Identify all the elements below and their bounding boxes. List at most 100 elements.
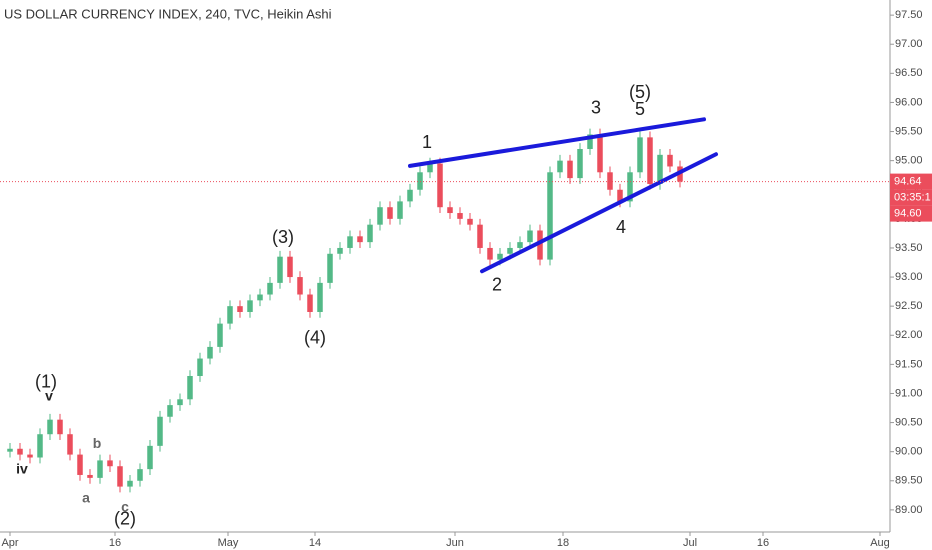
candle-body — [107, 460, 113, 467]
x-tick-label: May — [218, 537, 239, 549]
countdown: 03:35:1 — [894, 192, 931, 204]
x-tick-label: 16 — [109, 537, 121, 549]
candle-body — [47, 419, 53, 435]
candle-body — [127, 480, 133, 487]
wave-label: 1 — [422, 132, 432, 152]
x-tick-label: 16 — [757, 537, 769, 549]
candle-body — [267, 282, 273, 295]
candle-body — [617, 189, 623, 202]
candle-body — [367, 224, 373, 243]
y-tick-label: 95.00 — [895, 155, 923, 167]
wave-label: (3) — [272, 227, 294, 247]
candle-body — [407, 189, 413, 202]
price-tag-bg — [890, 205, 932, 222]
y-tick-label: 96.00 — [895, 96, 923, 108]
candle-body — [357, 236, 363, 243]
candle-body — [287, 256, 293, 278]
candle-body — [37, 434, 43, 458]
wave-label: v — [45, 388, 53, 404]
wave-label: 2 — [492, 275, 502, 295]
candle-body — [227, 306, 233, 324]
candle-body — [397, 201, 403, 219]
candle-body — [27, 454, 33, 458]
wave-label: b — [93, 435, 102, 451]
candle-body — [147, 445, 153, 470]
candle-body — [587, 134, 593, 150]
candle-body — [487, 247, 493, 260]
candle-body — [557, 160, 563, 173]
candle-body — [57, 419, 63, 435]
y-tick-label: 90.50 — [895, 416, 923, 428]
x-tick-label: Jul — [683, 537, 697, 549]
candle-body — [317, 282, 323, 312]
candle-body — [637, 137, 643, 173]
candle-body — [87, 474, 93, 478]
wave-label: c — [121, 498, 129, 514]
candle-body — [507, 247, 513, 254]
price-tag: 94.64 — [894, 176, 922, 188]
candle-body — [337, 247, 343, 254]
countdown-bg — [890, 189, 932, 206]
candle-body — [597, 134, 603, 173]
candle-body — [417, 172, 423, 190]
y-tick-label: 89.50 — [895, 475, 923, 487]
wave-label: a — [82, 490, 90, 506]
candle-body — [467, 218, 473, 225]
candle-body — [497, 253, 503, 260]
candle-body — [97, 460, 103, 478]
wave-label: (1) — [35, 372, 57, 392]
candle-body — [457, 213, 463, 219]
candle-body — [327, 253, 333, 283]
y-tick-label: 97.50 — [895, 9, 923, 21]
wave-label: (5) — [629, 82, 651, 102]
wave-label: (4) — [304, 328, 326, 348]
candle-body — [427, 163, 433, 173]
chart-title: US DOLLAR CURRENCY INDEX, 240, TVC, Heik… — [4, 6, 332, 21]
y-tick-label: 91.00 — [895, 387, 923, 399]
candle-body — [477, 224, 483, 248]
candle-body — [197, 358, 203, 377]
trend-line — [480, 152, 718, 274]
candle-body — [217, 323, 223, 347]
price-tag-bg — [890, 173, 932, 190]
candle-body — [627, 172, 633, 202]
candle-body — [377, 207, 383, 225]
y-tick-label: 97.00 — [895, 38, 923, 50]
x-tick-label: Apr — [1, 537, 18, 549]
candle-body — [577, 149, 583, 179]
candle-body — [7, 448, 13, 452]
wave-label: iv — [16, 460, 28, 476]
candle-body — [307, 294, 313, 312]
y-tick-label: 91.50 — [895, 358, 923, 370]
candle-body — [187, 376, 193, 400]
candle-body — [437, 163, 443, 208]
candle-body — [157, 416, 163, 446]
candle-body — [247, 300, 253, 312]
candle-body — [17, 448, 23, 455]
x-tick-label: 18 — [557, 537, 569, 549]
wave-label: 5 — [635, 99, 645, 119]
candle-body — [257, 294, 263, 301]
candle-body — [297, 277, 303, 295]
candle-body — [347, 236, 353, 248]
x-tick-label: Jun — [446, 537, 464, 549]
candle-body — [167, 405, 173, 417]
candle-body — [137, 469, 143, 481]
candle-body — [527, 230, 533, 243]
y-tick-label: 92.50 — [895, 300, 923, 312]
wave-label: (2) — [114, 509, 136, 529]
candle-body — [547, 172, 553, 260]
y-tick-label: 93.50 — [895, 242, 923, 254]
candle-body — [567, 160, 573, 179]
y-tick-label: 92.00 — [895, 329, 923, 341]
y-tick-label: 93.00 — [895, 271, 923, 283]
candle-body — [177, 399, 183, 406]
x-tick-label: Aug — [870, 537, 890, 549]
y-tick-label: 96.50 — [895, 67, 923, 79]
candle-body — [517, 242, 523, 248]
y-tick-label: 90.00 — [895, 446, 923, 458]
x-tick-label: 14 — [309, 537, 321, 549]
candle-body — [447, 207, 453, 214]
y-tick-label: 89.00 — [895, 504, 923, 516]
